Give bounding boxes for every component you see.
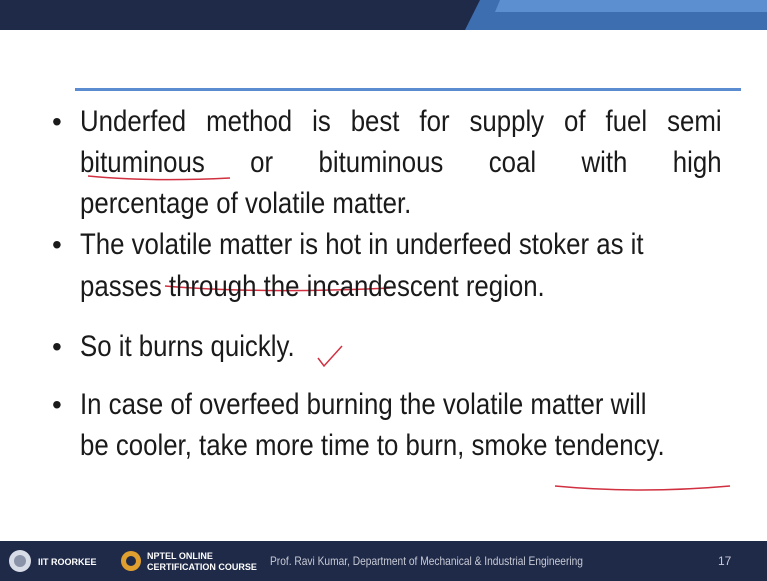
bullet-line: be cooler, take more time to burn, smoke… <box>80 429 665 462</box>
bullet-line: passes through the incandescent region. <box>80 270 545 303</box>
bullet-dot: • <box>52 331 62 362</box>
bullet-line: bituminous or bituminous coal with high <box>80 146 722 179</box>
header-rule <box>75 88 741 91</box>
bullet-line: So it burns quickly. <box>80 330 295 363</box>
credit: Prof. Ravi Kumar, Department of Mechanic… <box>270 554 583 568</box>
bullet-dot: • <box>52 389 62 420</box>
top-accent-light <box>495 0 767 12</box>
check-mark <box>317 345 343 368</box>
bullet-dot: • <box>52 106 62 137</box>
course-line: NPTEL ONLINE <box>147 551 213 561</box>
underline <box>164 285 391 292</box>
bullet-line: In case of overfeed burning the volatile… <box>80 388 647 421</box>
bullet-line: The volatile matter is hot in underfeed … <box>80 228 644 261</box>
bullet-line: Underfed method is best for supply of fu… <box>80 105 722 138</box>
page-number: 17 <box>718 554 732 568</box>
bullet-dot: • <box>52 229 62 260</box>
institute: IIT ROORKEE <box>38 557 97 567</box>
bullet-line: percentage of volatile matter. <box>80 187 412 220</box>
nptel-logo-inner <box>126 556 136 566</box>
underline <box>554 485 731 491</box>
iit-logo-inner <box>14 555 26 567</box>
course-line: CERTIFICATION COURSE <box>147 562 257 572</box>
underline <box>87 175 231 181</box>
